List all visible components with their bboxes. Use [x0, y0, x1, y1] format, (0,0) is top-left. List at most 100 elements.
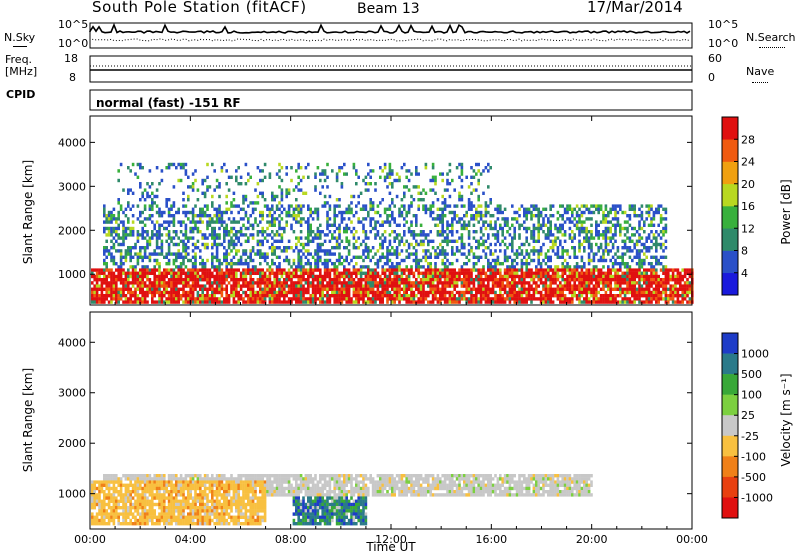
power-cell	[182, 287, 185, 291]
power-cell	[422, 198, 425, 202]
power-cell	[333, 252, 336, 256]
power-cell	[275, 268, 279, 272]
power-cell	[225, 226, 228, 231]
power-cell	[595, 242, 598, 247]
power-cell	[206, 214, 209, 218]
power-cell	[607, 265, 610, 269]
power-cell	[302, 294, 305, 298]
velocity-cell	[93, 496, 96, 500]
power-cell	[415, 172, 418, 176]
power-cell	[170, 252, 173, 256]
power-cell	[371, 255, 375, 259]
power-cell	[333, 204, 336, 208]
power-cell	[530, 210, 533, 215]
power-cell	[609, 297, 612, 301]
power-cell	[167, 268, 171, 272]
power-cell	[338, 287, 341, 291]
power-cell	[662, 249, 665, 253]
power-cell	[475, 290, 478, 295]
power-cell	[671, 287, 675, 291]
power-cell	[652, 214, 656, 218]
power-cell	[451, 278, 454, 282]
power-cell	[352, 271, 356, 275]
power-cell	[645, 281, 648, 285]
power-cell	[472, 294, 476, 298]
power-cell	[472, 300, 476, 304]
power-cell	[208, 274, 212, 279]
power-cell	[215, 210, 219, 215]
power-cell	[251, 268, 255, 272]
power-cell	[595, 207, 598, 211]
power-cell	[345, 255, 348, 259]
power-cell	[575, 274, 579, 279]
power-cell	[518, 281, 521, 285]
power-cell	[328, 274, 332, 279]
power-cell	[448, 262, 452, 266]
power-cell	[268, 214, 272, 218]
power-cell	[275, 239, 279, 243]
power-cell	[182, 246, 185, 250]
power-cell	[314, 210, 317, 215]
power-cell	[139, 249, 142, 253]
power-cell	[590, 278, 593, 282]
power-cell	[179, 265, 183, 269]
power-cell	[465, 175, 468, 179]
power-cell	[494, 220, 497, 224]
power-cell	[429, 287, 432, 291]
power-cell	[427, 278, 430, 282]
power-cell	[309, 265, 312, 269]
power-cell	[386, 268, 389, 272]
nave-right-tick-bottom: 0	[708, 71, 715, 84]
power-cell	[297, 188, 300, 192]
power-cell	[479, 242, 483, 247]
power-cell	[175, 294, 178, 298]
power-cell	[316, 297, 320, 301]
power-cell	[117, 278, 120, 282]
power-cell	[297, 214, 300, 218]
power-cell	[496, 204, 500, 208]
power-cell	[427, 239, 430, 243]
power-cell	[645, 284, 648, 288]
power-cell	[489, 242, 492, 247]
power-cell	[319, 172, 322, 176]
power-cell	[239, 284, 243, 288]
power-cell	[170, 274, 173, 279]
power-cell	[662, 207, 665, 211]
power-cell	[410, 201, 413, 205]
power-cell	[100, 294, 104, 298]
power-cell	[431, 294, 435, 298]
power-cell	[647, 294, 651, 298]
power-cell	[146, 239, 149, 243]
power-cell	[148, 287, 152, 291]
power-cell	[175, 230, 178, 234]
power-cell	[417, 198, 420, 202]
power-cell	[631, 207, 634, 211]
power-cell	[350, 230, 353, 234]
power-cell	[451, 281, 454, 285]
power-cell	[196, 294, 200, 298]
power-cell	[455, 271, 459, 275]
power-cell	[155, 300, 159, 304]
power-cell	[604, 226, 608, 231]
power-cell	[491, 274, 495, 279]
power-cell	[95, 268, 99, 272]
power-cell	[388, 175, 392, 179]
power-cell	[549, 290, 552, 295]
power-cell	[554, 274, 557, 279]
power-cell	[645, 271, 648, 275]
power-cell	[177, 278, 180, 282]
power-cell	[527, 294, 531, 298]
power-cell	[211, 271, 214, 275]
power-cell	[268, 220, 272, 224]
power-cell	[127, 249, 130, 253]
power-cell	[340, 262, 344, 266]
power-cell	[441, 246, 444, 250]
power-cell	[146, 265, 149, 269]
power-cell	[415, 281, 418, 285]
power-cell	[110, 214, 113, 218]
power-cell	[590, 290, 593, 295]
power-cell	[345, 230, 348, 234]
power-cell	[227, 300, 231, 304]
power-cell	[256, 271, 260, 275]
power-cell	[103, 246, 106, 250]
